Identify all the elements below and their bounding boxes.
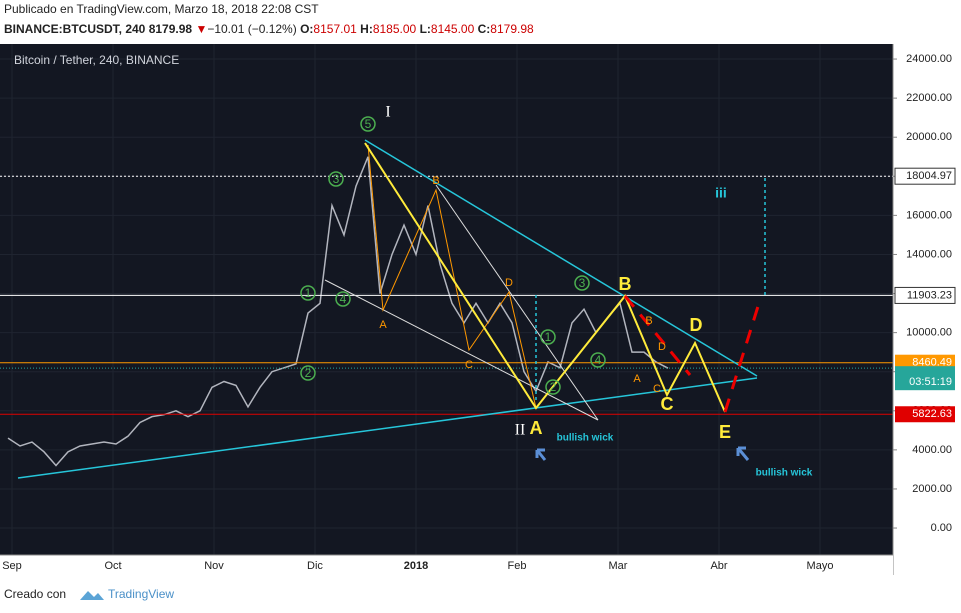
drawings (17, 139, 766, 479)
wave-circle (360, 116, 376, 132)
trend-line (17, 377, 758, 479)
annotation: A (633, 373, 641, 385)
o: 8157.01 (313, 22, 357, 36)
annotation: iii (715, 185, 727, 201)
x-tick-label: Mar (609, 560, 628, 572)
annotation: bullish wick (756, 468, 813, 479)
level-label: 11903.23 (907, 289, 952, 301)
x-tick-label: Dic (307, 560, 323, 572)
level-label: 5822.63 (912, 408, 952, 420)
h: 8185.00 (373, 22, 417, 36)
wave-circle (545, 379, 561, 395)
footer-made: Creado con (4, 587, 66, 601)
annotation: C (465, 359, 473, 371)
c-label: C: (478, 22, 491, 36)
annotation: 4 (340, 292, 347, 306)
level-box (894, 167, 956, 185)
time-axis (0, 555, 893, 575)
y-tick-label: 24000.00 (906, 53, 952, 65)
y-tick-label: 10000.00 (906, 327, 952, 339)
arrow-icons (535, 446, 750, 461)
price-line (7, 156, 669, 467)
annotation: B (645, 315, 652, 327)
arrow: ▼ (195, 22, 207, 36)
wave-circle (300, 365, 316, 381)
wave-circle (590, 352, 606, 368)
last-price-box (895, 366, 955, 391)
level-box (895, 406, 955, 423)
y-tick-label: 22000.00 (906, 92, 952, 104)
wave-circle (540, 329, 556, 345)
annotation: C (653, 383, 661, 395)
y-tick-label: 14000.00 (906, 248, 952, 260)
wave-circle (335, 291, 351, 307)
annotation: E (719, 422, 731, 442)
published: Publicado en TradingView.com, Marzo 18, … (4, 2, 319, 16)
annotation: 3 (579, 276, 586, 290)
level-label: 8460.49 (912, 357, 952, 369)
annotation: bullish wick (557, 433, 614, 444)
annotation: B (432, 175, 439, 187)
last: 8179.98 (149, 22, 193, 36)
yellow-zigzag (364, 142, 726, 413)
annotation: A (530, 418, 543, 438)
annotation: 2 (305, 366, 312, 380)
footer-brand[interactable]: TradingView (108, 587, 174, 601)
trend-line (435, 184, 599, 421)
quote: BINANCE:BTCUSDT, 240 8179.98 ▼−10.01 (−0… (4, 22, 534, 36)
x-tick-label: Sep (2, 560, 22, 572)
annotation: I (385, 104, 390, 121)
x-tick-label: 2018 (404, 560, 428, 572)
plot-bg (0, 44, 893, 555)
annotation: C (661, 394, 674, 414)
red-projection (623, 295, 692, 376)
c: 8179.98 (490, 22, 534, 36)
x-tick-label: Feb (508, 560, 527, 572)
y-tick-label: 20000.00 (906, 131, 952, 143)
wave-circle (574, 275, 590, 291)
logo (80, 591, 104, 600)
annotation: 4 (595, 353, 602, 367)
y-tick-label: 16000.00 (906, 209, 952, 221)
annotation: 5 (365, 117, 372, 131)
countdown: 03:51:19 (909, 376, 952, 388)
change: −10.01 (−0.12%) (207, 22, 296, 36)
annotation: B (619, 274, 632, 294)
orange-zigzag (367, 144, 537, 409)
wave-circle (328, 171, 344, 187)
x-tick-label: Nov (204, 560, 224, 572)
annotation: II (515, 422, 526, 439)
red-projection (723, 299, 762, 413)
annotation: 3 (333, 172, 340, 186)
y-tick-label: 0.00 (931, 522, 952, 534)
y-tick-label: 2000.00 (912, 483, 952, 495)
trend-line (324, 279, 599, 421)
h-label: H: (360, 22, 373, 36)
annotation: D (505, 277, 513, 289)
x-tick-label: Mayo (807, 560, 834, 572)
o-label: O: (300, 22, 313, 36)
l: 8145.00 (431, 22, 475, 36)
annotation: 1 (545, 330, 552, 344)
symbol: BINANCE:BTCUSDT, 240 (4, 22, 146, 36)
chart-title: Bitcoin / Tether, 240, BINANCE (14, 53, 179, 67)
annotation: D (658, 341, 666, 353)
level-label: 18004.97 (906, 170, 952, 182)
annotation: D (690, 315, 703, 335)
x-tick-label: Abr (710, 560, 727, 572)
annotation: 2 (550, 380, 557, 394)
wave-circle (300, 285, 316, 301)
l-label: L: (420, 22, 431, 36)
price-axis (893, 44, 961, 575)
annotation: A (379, 319, 387, 331)
trend-line (364, 139, 758, 377)
level-box (894, 286, 956, 304)
y-tick-label: 4000.00 (912, 444, 952, 456)
annotation: 1 (305, 286, 312, 300)
x-tick-label: Oct (104, 560, 121, 572)
